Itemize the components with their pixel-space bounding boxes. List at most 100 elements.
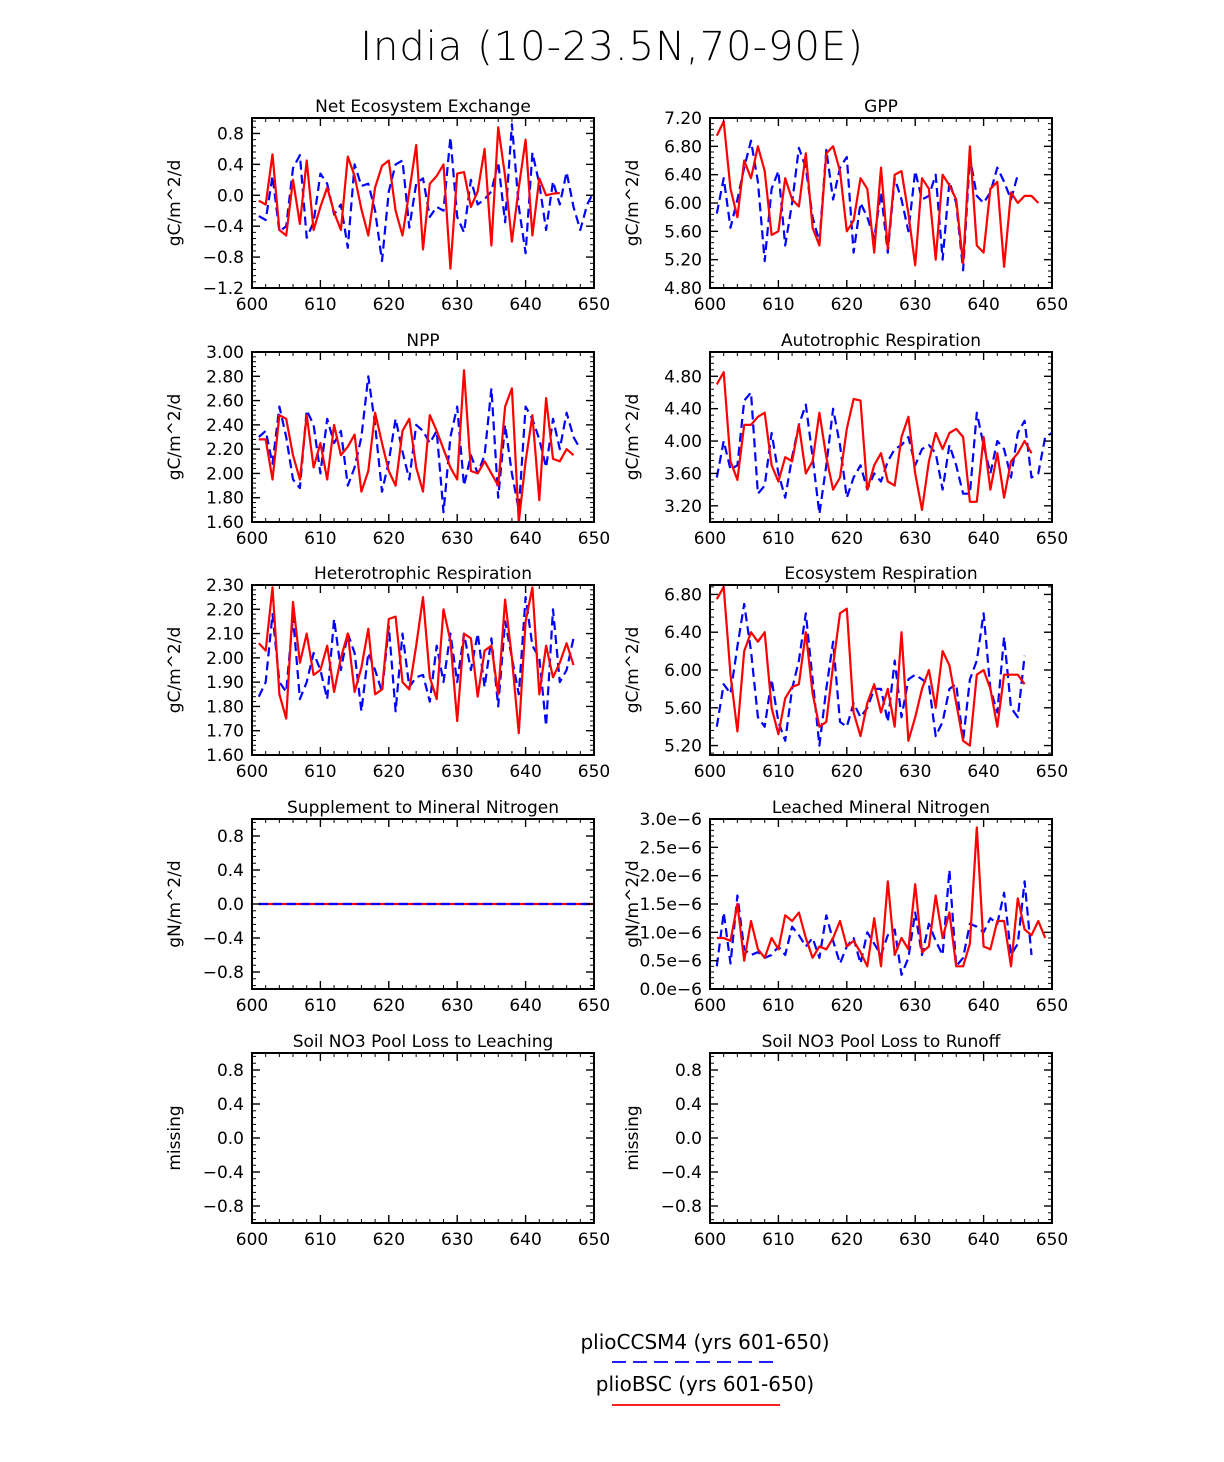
x-tick-label: 620: [373, 996, 405, 1016]
panel-autotrophic-respiration: Autotrophic Respiration gC/m^2/d 600 610 620…: [623, 331, 1068, 549]
y-tick-label: −0.4: [203, 929, 244, 949]
panel-title: Supplement to Mineral Nitrogen: [287, 798, 559, 818]
y-tick-label: 2.00: [206, 464, 244, 484]
x-tick-label: 650: [578, 1230, 610, 1250]
y-tick-label: 0.0: [217, 1129, 244, 1149]
x-tick-label: 640: [967, 996, 999, 1016]
plot-frame: [709, 1052, 1053, 1224]
x-tick-label: 600: [236, 529, 268, 549]
y-tick-label: 3.60: [664, 464, 702, 484]
series-group: [715, 585, 1026, 747]
x-tick-label: 650: [578, 529, 610, 549]
y-tick-label: 1.80: [206, 489, 244, 509]
y-tick-label: 0.8: [217, 1061, 244, 1081]
series-line-plioccsm4: [258, 375, 582, 514]
y-tick-label: 2.20: [206, 600, 244, 620]
series-group: [715, 371, 1052, 516]
series-line-pliobsc: [258, 369, 575, 522]
x-tick-label: 620: [373, 295, 405, 315]
y-tick-label: 7.20: [664, 109, 702, 129]
plot-frame: [709, 351, 1053, 523]
y-tick-label: 0.8: [217, 124, 244, 144]
series-line-plioccsm4: [715, 868, 1033, 976]
x-tick-label: 610: [304, 529, 336, 549]
panel-heterotrophic-respiration: Heterotrophic Respiration gC/m^2/d 600 610 6…: [165, 564, 610, 782]
y-tick-label: 1.60: [206, 746, 244, 766]
plot-frame: [251, 1052, 595, 1224]
y-tick-label: 1.0e−6: [639, 923, 702, 943]
x-tick-label: 650: [578, 762, 610, 782]
y-tick-label: 3.00: [206, 343, 244, 363]
y-axis-label: gC/m^2/d: [623, 160, 643, 247]
panel-title: Soil NO3 Pool Loss to Leaching: [293, 1032, 554, 1052]
y-tick-label: 0.4: [217, 155, 244, 175]
y-tick-label: 2.30: [206, 576, 244, 596]
legend-label-bsc: plioBSC (yrs 601-650): [596, 1372, 814, 1396]
y-tick-label: 4.80: [664, 367, 702, 387]
y-tick-label: 0.4: [217, 861, 244, 881]
y-tick-label: 4.40: [664, 400, 702, 420]
x-tick-label: 630: [441, 1230, 473, 1250]
y-tick-label: 2.0e−6: [639, 867, 702, 887]
x-tick-label: 630: [899, 762, 931, 782]
series-group: [715, 120, 1040, 272]
y-tick-label: 2.20: [206, 440, 244, 460]
y-tick-label: 1.5e−6: [639, 895, 702, 915]
x-tick-label: 610: [762, 762, 794, 782]
y-tick-label: 5.60: [664, 222, 702, 242]
series-line-plioccsm4: [715, 391, 1052, 516]
y-axis-label: gN/m^2/d: [165, 860, 185, 947]
x-tick-label: 600: [236, 295, 268, 315]
y-axis-label: gN/m^2/d: [623, 860, 643, 947]
plot-frame: [251, 351, 595, 523]
x-tick-label: 650: [1036, 996, 1068, 1016]
series-line-pliobsc: [715, 371, 1033, 511]
x-tick-label: 610: [304, 762, 336, 782]
y-tick-label: 4.80: [664, 279, 702, 299]
x-tick-label: 620: [831, 295, 863, 315]
x-tick-label: 630: [441, 529, 473, 549]
x-tick-label: 650: [1036, 529, 1068, 549]
x-tick-label: 640: [967, 1230, 999, 1250]
series-group: [258, 123, 594, 270]
panel-title: Ecosystem Respiration: [784, 564, 977, 584]
y-tick-label: 0.0e−6: [639, 980, 702, 1000]
panel-npp: NPP gC/m^2/d 600 610 620 630 640 650 1.60 1.80 2.0…: [165, 331, 610, 549]
x-tick-label: 640: [967, 529, 999, 549]
panel-net-ecosystem-exchange: Net Ecosystem Exchange gC/m^2/d 600 610 620 6…: [165, 97, 610, 315]
series-group: [257, 586, 575, 735]
y-tick-label: 6.40: [664, 623, 702, 643]
y-tick-label: −0.8: [203, 963, 244, 983]
x-tick-label: 640: [967, 762, 999, 782]
x-tick-label: 600: [236, 1230, 268, 1250]
y-tick-label: 1.60: [206, 513, 244, 533]
panel-title: Autotrophic Respiration: [781, 331, 981, 351]
series-group: [715, 826, 1047, 976]
x-tick-label: 640: [509, 295, 541, 315]
x-tick-label: 620: [373, 529, 405, 549]
panel-title: GPP: [864, 97, 898, 117]
y-axis-label: gC/m^2/d: [165, 627, 185, 714]
y-tick-label: 3.0e−6: [639, 810, 702, 830]
series-line-pliobsc: [715, 120, 1040, 268]
x-tick-label: 640: [509, 762, 541, 782]
plot-frame: [251, 584, 595, 756]
x-tick-label: 650: [578, 295, 610, 315]
y-axis-label: gC/m^2/d: [623, 394, 643, 481]
y-axis-label: missing: [623, 1105, 643, 1170]
y-axis-label: gC/m^2/d: [623, 627, 643, 714]
figure-title: India (10-23.5N,70-90E): [360, 24, 864, 70]
series-line-pliobsc: [716, 826, 1047, 968]
x-tick-label: 600: [694, 996, 726, 1016]
x-tick-label: 610: [304, 996, 336, 1016]
series-line-plioccsm4: [715, 602, 1026, 747]
y-tick-label: 6.00: [664, 194, 702, 214]
series-line-pliobsc: [258, 586, 575, 735]
x-tick-label: 600: [236, 762, 268, 782]
panel-title: Leached Mineral Nitrogen: [772, 798, 990, 818]
panel-title: NPP: [406, 331, 439, 351]
panel-grid: Net Ecosystem Exchange gC/m^2/d 600 610 620 6…: [165, 97, 1068, 1250]
y-tick-label: −0.4: [203, 1163, 244, 1183]
y-tick-label: 0.5e−6: [639, 952, 702, 972]
y-tick-label: 5.20: [664, 251, 702, 271]
